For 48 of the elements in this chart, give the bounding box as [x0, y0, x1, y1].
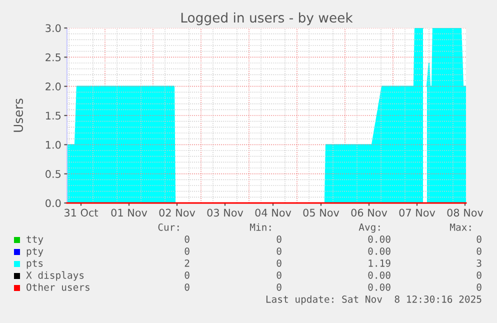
text: 0 — [276, 271, 282, 279]
y-tick-label: 0.5 — [46, 170, 61, 178]
text: 0 — [184, 283, 190, 291]
y-axis-title: Users — [14, 98, 24, 132]
x-tick-label: 05 Nov — [303, 208, 340, 217]
text: 0.00 — [368, 235, 390, 243]
text: Max: — [450, 224, 471, 231]
text: 0.00 — [368, 271, 390, 279]
text: 0 — [184, 235, 190, 243]
text: 0 — [276, 247, 282, 255]
text: Avg: — [358, 224, 380, 233]
y-tick-label: 3.0 — [46, 24, 61, 32]
x-tick-label: 06 Nov — [351, 208, 388, 217]
text: 0 — [476, 271, 482, 279]
x-tick-label: 04 Nov — [255, 208, 292, 217]
text: 0 — [476, 247, 482, 255]
text: 0 — [184, 247, 190, 255]
text: 2 — [184, 259, 190, 267]
text: 1.19 — [368, 259, 390, 267]
y-tick-label: 2.0 — [46, 82, 61, 90]
x-tick-label: 08 Nov — [447, 208, 484, 217]
legend-label: pty — [26, 248, 44, 257]
chart-title: Logged in users - by week — [181, 12, 353, 26]
text: Min: — [250, 223, 271, 231]
legend-label: Other users — [26, 283, 90, 291]
x-tick-label: 03 Nov — [207, 208, 244, 217]
y-tick-label: 1.5 — [46, 112, 61, 120]
text: 0 — [476, 283, 482, 291]
y-tick-label: 2.5 — [46, 53, 61, 62]
text: 0 — [276, 283, 282, 291]
legend-label: pts — [26, 260, 43, 269]
text: 0 — [276, 259, 282, 267]
y-tick-label: 0.0 — [46, 199, 61, 208]
text: Cur: — [158, 223, 179, 231]
legend-label: tty — [26, 236, 44, 245]
legend-label: X displays — [26, 271, 84, 281]
text: 0 — [184, 271, 190, 279]
text: Last update: Sat Nov 8 12:30:16 2025 — [266, 295, 482, 305]
text: 0 — [276, 235, 282, 243]
text: 3 — [476, 259, 482, 267]
x-tick-label: 01 Nov — [111, 208, 148, 217]
text: 0 — [476, 235, 482, 243]
y-tick-label: 1.0 — [46, 140, 61, 149]
x-tick-label: 07 Nov — [399, 208, 436, 217]
text: 0.00 — [368, 283, 390, 291]
text: 0.00 — [368, 247, 390, 255]
x-tick-label: 02 Nov — [159, 208, 196, 217]
x-tick-label: 31 Oct — [64, 208, 98, 217]
